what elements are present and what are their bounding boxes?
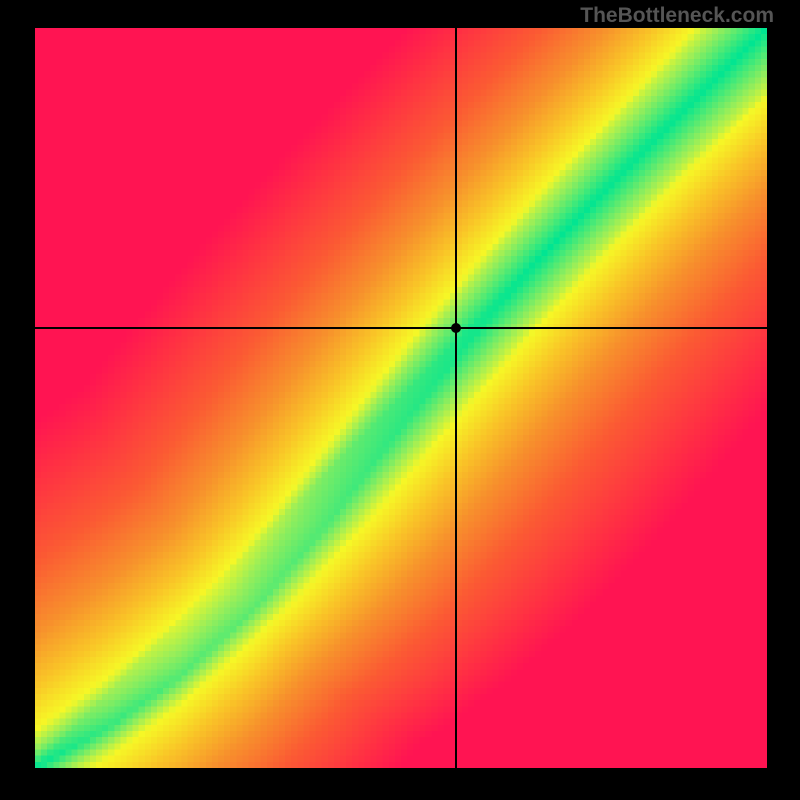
chart-container: TheBottleneck.com — [0, 0, 800, 800]
crosshair-vertical-line — [455, 28, 457, 768]
crosshair-marker — [451, 323, 461, 333]
watermark-text: TheBottleneck.com — [580, 4, 774, 28]
crosshair-horizontal-line — [35, 327, 767, 329]
bottleneck-heatmap — [35, 28, 767, 768]
